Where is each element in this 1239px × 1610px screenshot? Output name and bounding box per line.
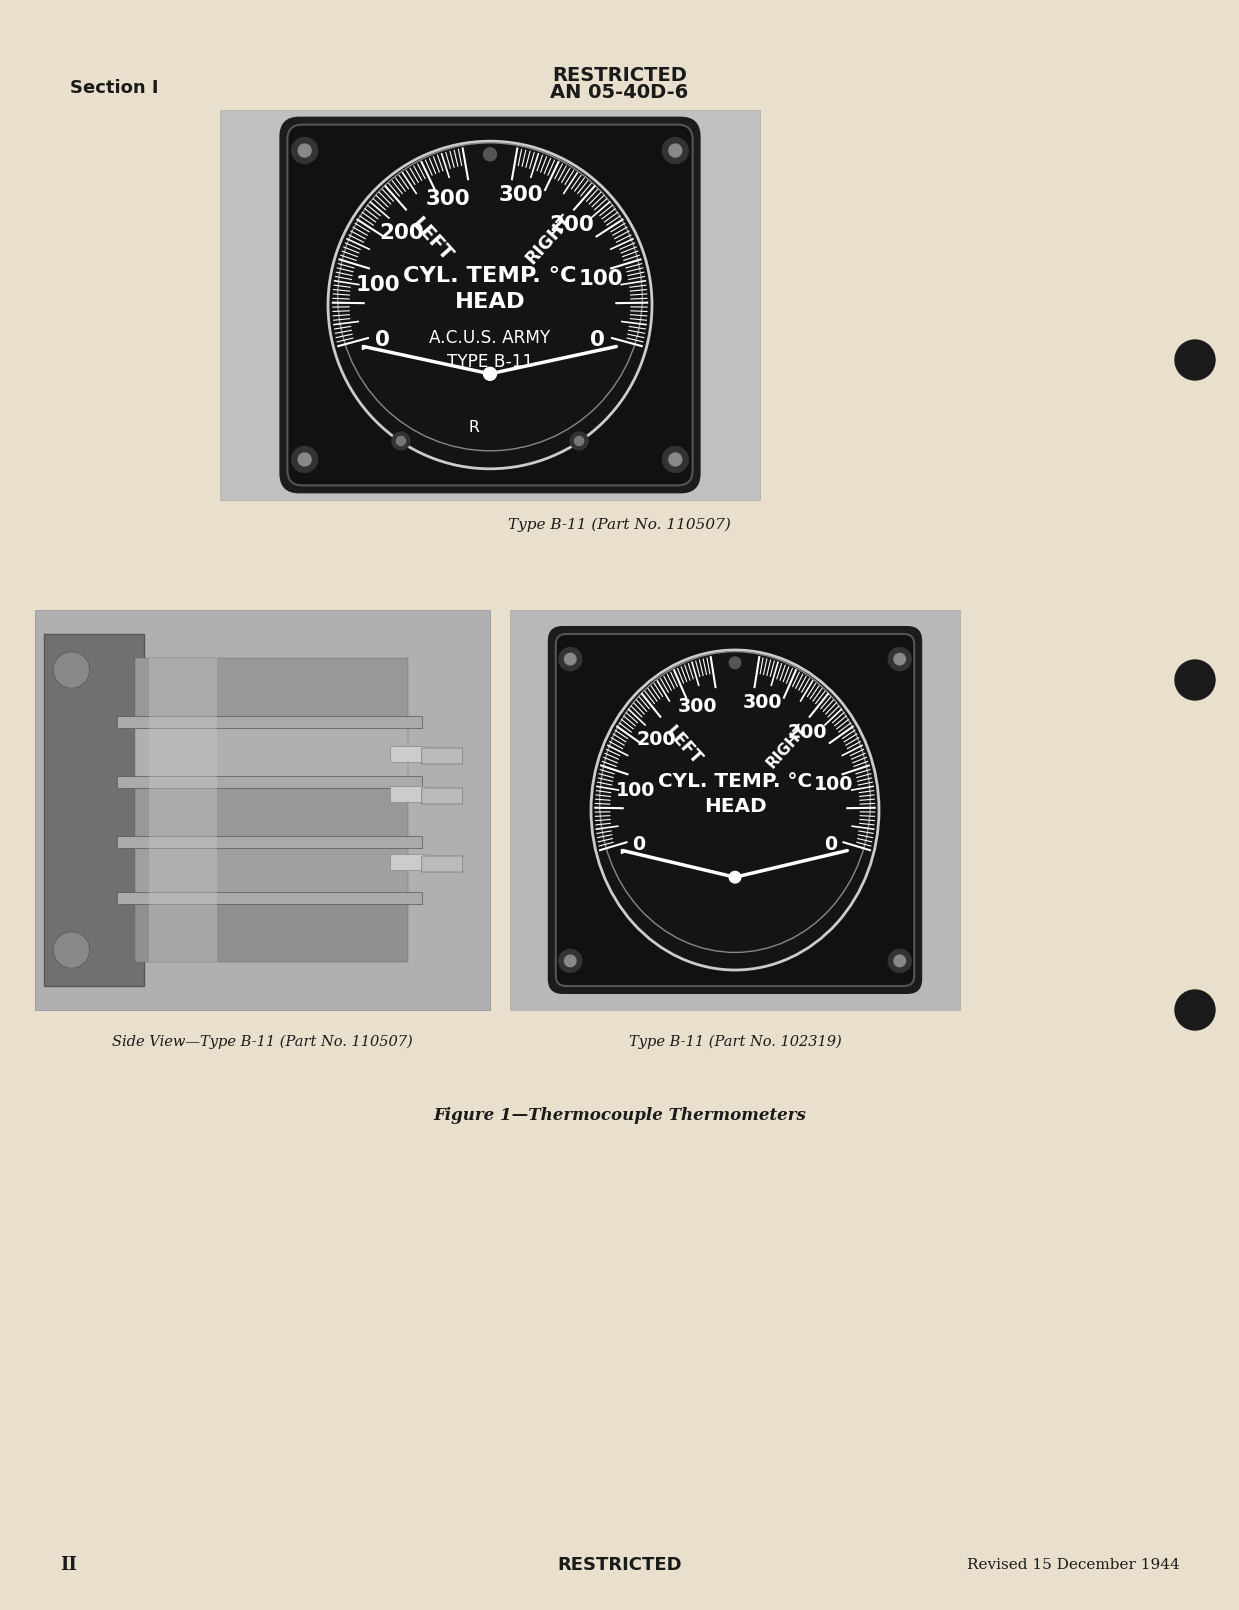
- Text: 200: 200: [549, 216, 593, 235]
- Circle shape: [559, 950, 582, 972]
- Circle shape: [559, 647, 582, 671]
- Circle shape: [291, 446, 317, 472]
- Circle shape: [663, 446, 689, 472]
- Circle shape: [1175, 990, 1215, 1030]
- Circle shape: [1175, 660, 1215, 700]
- Text: 100: 100: [814, 776, 852, 794]
- Circle shape: [299, 143, 311, 158]
- Text: RESTRICTED: RESTRICTED: [553, 66, 686, 84]
- Text: Revised 15 December 1944: Revised 15 December 1944: [968, 1558, 1180, 1571]
- Circle shape: [663, 137, 689, 164]
- Text: 0: 0: [374, 330, 389, 351]
- Bar: [221, 109, 760, 501]
- Text: HEAD: HEAD: [455, 291, 525, 312]
- Text: RESTRICTED: RESTRICTED: [558, 1555, 683, 1575]
- Bar: [135, 782, 408, 842]
- Bar: [390, 745, 426, 762]
- Text: LEFT: LEFT: [662, 723, 705, 768]
- Circle shape: [392, 431, 410, 449]
- Text: 200: 200: [637, 729, 676, 749]
- Text: CYL. TEMP. °C: CYL. TEMP. °C: [658, 771, 812, 791]
- FancyBboxPatch shape: [421, 749, 462, 765]
- FancyBboxPatch shape: [287, 124, 693, 485]
- Circle shape: [895, 955, 906, 966]
- Text: 100: 100: [356, 275, 400, 295]
- Text: Section I: Section I: [69, 79, 159, 97]
- FancyBboxPatch shape: [421, 787, 462, 803]
- FancyBboxPatch shape: [279, 116, 700, 493]
- Circle shape: [730, 657, 741, 668]
- Bar: [116, 836, 421, 848]
- Text: 200: 200: [379, 222, 424, 243]
- FancyBboxPatch shape: [556, 634, 914, 985]
- Ellipse shape: [328, 142, 652, 469]
- Bar: [135, 658, 408, 721]
- Circle shape: [669, 143, 681, 158]
- Bar: [149, 658, 217, 963]
- Text: AN 05-40D-6: AN 05-40D-6: [550, 82, 689, 101]
- Bar: [135, 842, 408, 898]
- Bar: [45, 634, 144, 985]
- Circle shape: [669, 452, 681, 465]
- Circle shape: [895, 654, 906, 665]
- Circle shape: [483, 367, 497, 380]
- Text: TYPE B-11: TYPE B-11: [447, 353, 533, 372]
- Circle shape: [730, 871, 741, 882]
- Text: 300: 300: [678, 697, 717, 716]
- Text: 0: 0: [824, 836, 838, 855]
- Text: A.C.U.S. ARMY: A.C.U.S. ARMY: [430, 328, 550, 346]
- Text: HEAD: HEAD: [704, 797, 766, 816]
- Text: RIGHT: RIGHT: [522, 211, 575, 267]
- Text: 300: 300: [743, 692, 783, 712]
- Text: 200: 200: [788, 723, 828, 742]
- Circle shape: [396, 436, 405, 446]
- Text: CYL. TEMP. °C: CYL. TEMP. °C: [403, 266, 576, 285]
- Circle shape: [565, 955, 576, 966]
- Text: Side View—Type B-11 (Part No. 110507): Side View—Type B-11 (Part No. 110507): [112, 1035, 413, 1050]
- Text: 100: 100: [616, 781, 655, 800]
- FancyBboxPatch shape: [421, 857, 462, 873]
- Bar: [35, 610, 489, 1009]
- Circle shape: [53, 932, 89, 968]
- Bar: [390, 853, 426, 869]
- Bar: [116, 892, 421, 903]
- Text: R: R: [468, 420, 479, 435]
- Bar: [390, 786, 426, 802]
- Circle shape: [575, 436, 584, 446]
- Text: 0: 0: [591, 330, 606, 351]
- Text: 300: 300: [425, 188, 470, 209]
- Bar: [35, 610, 489, 1009]
- Ellipse shape: [591, 650, 878, 969]
- Text: Type B-11 (Part No. 110507): Type B-11 (Part No. 110507): [508, 518, 731, 533]
- Text: Type B-11 (Part No. 102319): Type B-11 (Part No. 102319): [628, 1035, 841, 1050]
- Circle shape: [565, 654, 576, 665]
- Circle shape: [888, 950, 911, 972]
- Circle shape: [53, 652, 89, 687]
- Circle shape: [888, 647, 911, 671]
- Text: Figure 1—Thermocouple Thermometers: Figure 1—Thermocouple Thermometers: [434, 1106, 805, 1124]
- Bar: [116, 776, 421, 787]
- Text: 100: 100: [579, 269, 623, 290]
- Text: LEFT: LEFT: [408, 214, 456, 264]
- Circle shape: [299, 452, 311, 465]
- Bar: [116, 716, 421, 728]
- Bar: [510, 610, 960, 1009]
- Text: 0: 0: [633, 836, 646, 855]
- Text: RIGHT: RIGHT: [763, 721, 810, 771]
- FancyBboxPatch shape: [548, 626, 922, 993]
- Bar: [135, 898, 408, 963]
- Bar: [135, 721, 408, 782]
- Circle shape: [570, 431, 589, 449]
- Circle shape: [483, 148, 497, 161]
- Circle shape: [291, 137, 317, 164]
- Text: 300: 300: [499, 185, 544, 204]
- Circle shape: [1175, 340, 1215, 380]
- Text: II: II: [59, 1555, 77, 1575]
